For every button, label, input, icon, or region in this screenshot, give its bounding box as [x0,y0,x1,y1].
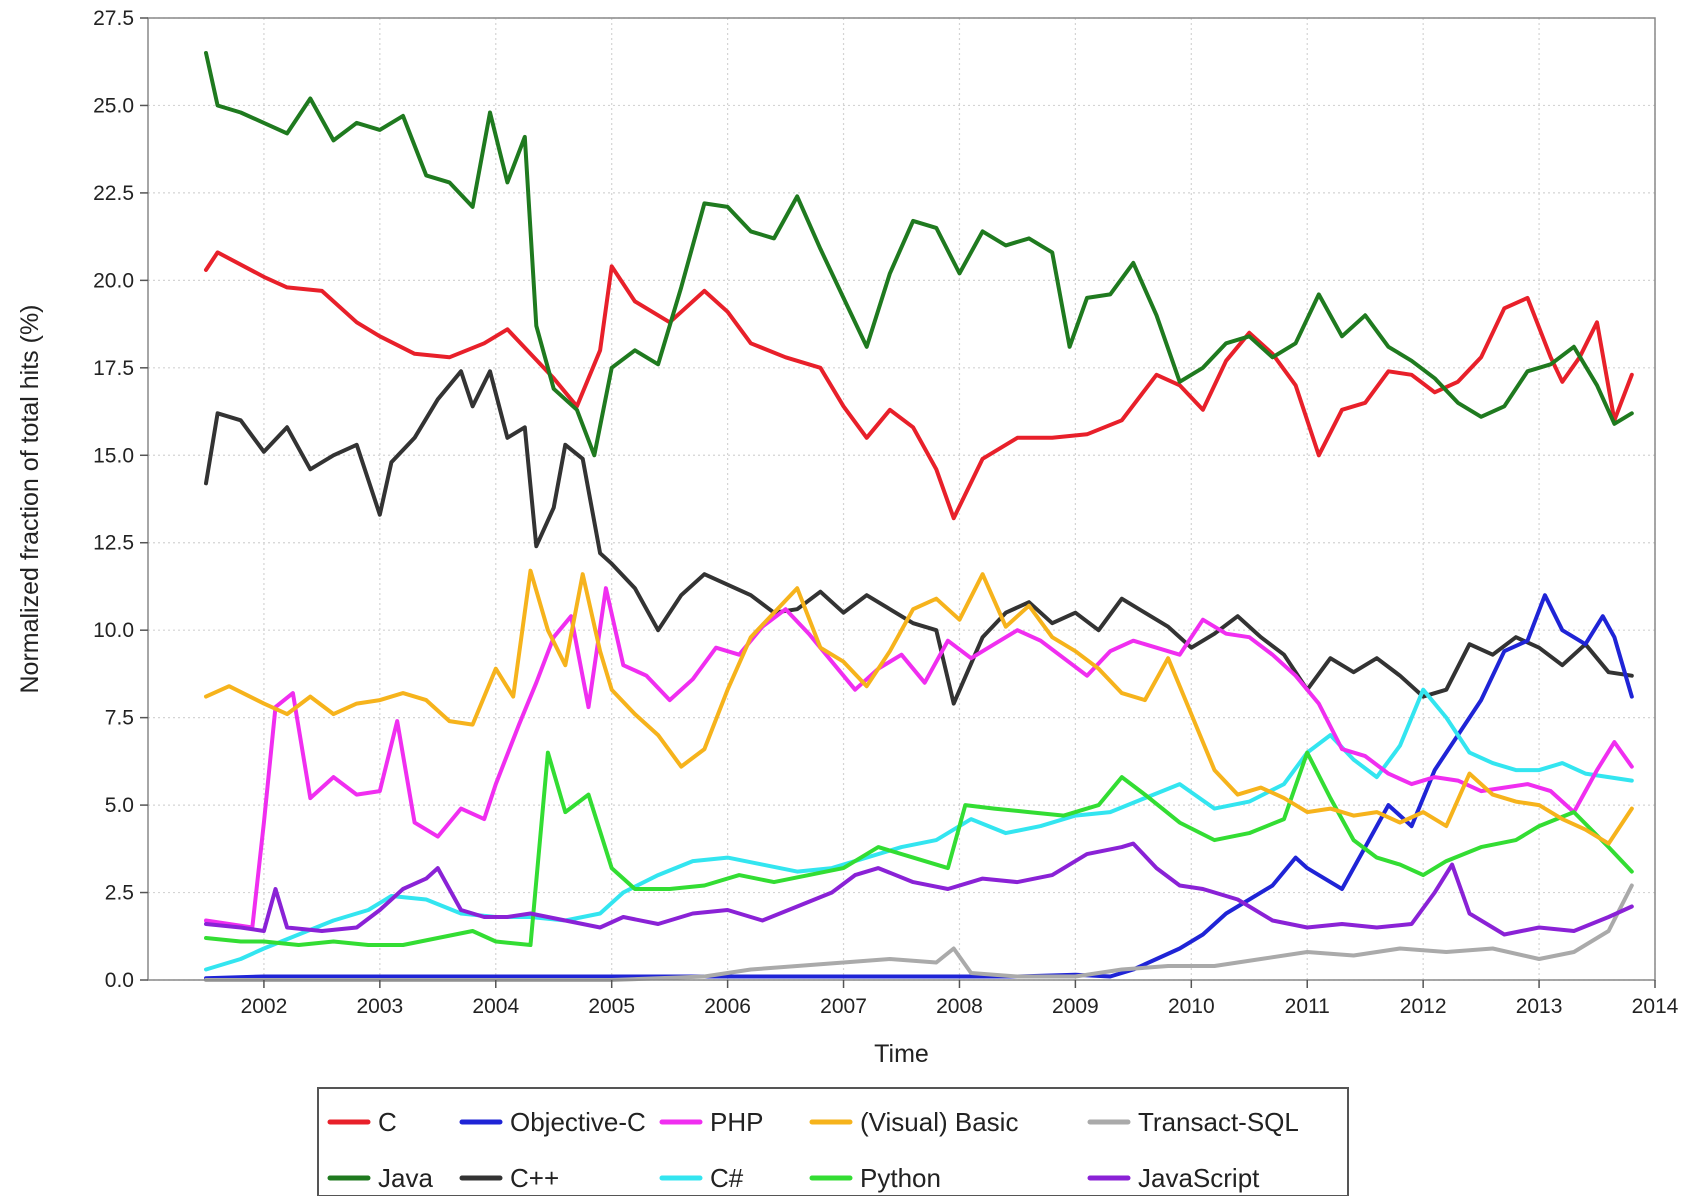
x-tick-label-11: 2013 [1516,995,1563,1018]
y-tick-label-8: 20.0 [93,269,134,292]
x-tick-label-12: 2014 [1632,995,1679,1018]
x-tick-label-0: 2002 [241,995,288,1018]
x-tick-label-3: 2005 [588,995,635,1018]
y-tick-label-3: 7.5 [105,707,134,730]
legend-label-c: C++ [510,1163,559,1193]
x-tick-label-4: 2006 [704,995,751,1018]
x-tick-label-9: 2011 [1285,995,1330,1018]
series-line-java [204,51,1634,458]
legend-label-javascript: JavaScript [1138,1163,1260,1193]
x-tick-label-8: 2010 [1168,995,1215,1018]
x-tick-label-6: 2008 [936,995,983,1018]
series-line-c [204,369,1634,706]
x-tick-label-7: 2009 [1052,995,1099,1018]
plot-frame [147,17,1656,981]
x-tick-label-10: 2012 [1400,995,1447,1018]
x-tick-label-1: 2003 [356,995,403,1018]
y-tick-label-11: 27.5 [93,7,134,30]
y-axis-title: Normalized fraction of total hits (%) [16,304,44,693]
y-tick-label-2: 5.0 [105,794,134,817]
legend-label-java: Java [378,1163,433,1193]
series-line-objective-c [204,593,1634,981]
x-tick-label-5: 2007 [820,995,867,1018]
series-line-c [204,250,1634,521]
legend-label-python: Python [860,1163,941,1193]
y-tick-label-7: 17.5 [93,357,134,380]
legend-label-php: PHP [710,1107,763,1137]
y-tick-label-10: 25.0 [93,94,134,117]
legend-label-visual-basic: (Visual) Basic [860,1107,1018,1137]
x-axis-title: Time [874,1040,929,1068]
legend-label-objective-c: Objective-C [510,1107,646,1137]
legend-label-c: C [378,1107,397,1137]
series-line-visual-basic [204,568,1634,846]
y-tick-label-1: 2.5 [105,882,134,905]
legend-label-c: C# [710,1163,744,1193]
series-line-javascript [204,841,1634,937]
y-tick-label-4: 10.0 [93,619,134,642]
y-tick-label-9: 22.5 [93,182,134,205]
series-line-c [204,687,1634,972]
series-line-python [204,750,1634,947]
y-tick-label-5: 12.5 [93,532,134,555]
series-line-transact-sql [204,883,1634,982]
legend: C Objective-C PHP (Visual) Basic Transact-SQ… [317,1087,1349,1197]
legend-label-transact-sql: Transact-SQL [1138,1107,1299,1137]
y-tick-label-0: 0.0 [105,969,134,992]
y-tick-label-6: 15.0 [93,444,134,467]
x-tick-label-2: 2004 [472,995,519,1018]
